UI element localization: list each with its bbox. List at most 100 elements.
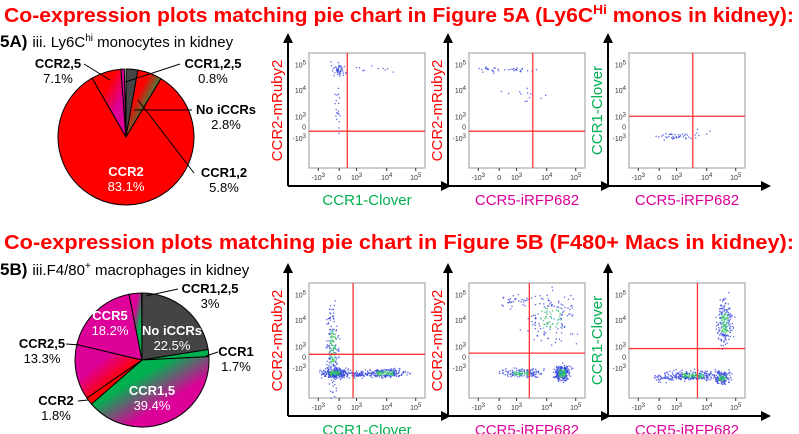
event-dot [338, 113, 340, 115]
pie-slice-value: 7.1% [43, 71, 73, 86]
event-dot [340, 69, 342, 72]
event-dot [559, 375, 561, 377]
event-dot [327, 376, 330, 378]
event-dot [330, 376, 332, 378]
event-dot [724, 338, 726, 341]
event-dot [566, 315, 568, 317]
event-dot [559, 369, 561, 372]
event-dot [510, 68, 512, 70]
event-dot [552, 289, 554, 292]
event-dot [672, 136, 674, 138]
event-dot [518, 369, 520, 371]
event-dot [562, 311, 564, 313]
event-dot [337, 112, 339, 115]
event-dot [336, 68, 338, 70]
event-dot [403, 371, 405, 373]
event-dot [332, 358, 334, 360]
event-dot [378, 376, 380, 378]
event-dot [685, 372, 687, 374]
event-dot [693, 368, 696, 370]
event-dot [729, 323, 731, 325]
event-dot [329, 356, 331, 359]
event-dot [559, 367, 562, 369]
event-dot [493, 67, 495, 69]
event-dot [563, 372, 565, 374]
event-dot [330, 313, 332, 315]
tick-exponent: 3 [519, 403, 523, 409]
event-dot [568, 374, 570, 376]
y-axis-label: CCR1-Clover [589, 296, 606, 385]
event-dot [519, 375, 521, 378]
event-dot [390, 372, 392, 374]
event-dot [337, 73, 339, 76]
event-dot [710, 378, 712, 380]
event-dot [565, 374, 567, 376]
event-dot [328, 374, 331, 376]
event-dot [323, 373, 325, 375]
event-dot [720, 374, 723, 376]
event-dot [721, 300, 724, 302]
event-dot [561, 372, 563, 374]
event-dot [377, 371, 379, 373]
event-dot [571, 314, 574, 316]
event-dot [724, 324, 726, 326]
event-dot [335, 99, 337, 102]
event-dot [519, 70, 521, 73]
event-dot [388, 375, 390, 377]
tick-exponent: 5 [463, 61, 467, 67]
event-dot [319, 369, 321, 371]
event-dot [327, 345, 329, 347]
event-dot [333, 354, 336, 356]
event-dot [665, 371, 668, 373]
event-dot [718, 308, 721, 310]
event-dot [337, 369, 339, 371]
event-dot [718, 371, 720, 373]
event-dot [671, 137, 673, 139]
event-dot [337, 87, 340, 90]
event-dot [334, 66, 336, 69]
event-dot [551, 304, 553, 306]
event-dot [715, 316, 717, 318]
event-dot [395, 372, 397, 374]
event-dot [328, 357, 330, 360]
event-dot [353, 372, 355, 374]
event-dot [535, 376, 537, 378]
event-dot [555, 326, 557, 328]
event-dot [530, 373, 532, 375]
event-dot [333, 371, 335, 373]
tick-exponent: 3 [679, 403, 683, 409]
event-dot [706, 375, 708, 378]
event-dot [706, 373, 708, 375]
event-dot [566, 370, 568, 372]
event-dot [559, 307, 561, 309]
event-dot [724, 382, 726, 384]
event-dot [392, 71, 394, 73]
event-dot [723, 383, 725, 385]
event-dot [720, 304, 722, 306]
event-dot [704, 372, 707, 374]
event-dot [557, 319, 559, 321]
event-dot [337, 110, 340, 112]
event-dot [322, 372, 325, 375]
event-dot [691, 376, 694, 378]
event-dot [725, 328, 728, 330]
tick-exponent: 3 [303, 364, 307, 370]
x-tick-label: -103 [312, 403, 326, 412]
event-dot [541, 310, 543, 312]
event-dot [330, 337, 332, 339]
event-dot [343, 376, 345, 379]
tick-exponent: 3 [322, 173, 326, 179]
y-tick-label: 105 [455, 61, 467, 70]
event-dot [549, 325, 552, 328]
event-dot [728, 369, 730, 371]
event-dot [700, 375, 702, 377]
event-dot [337, 336, 339, 338]
event-dot [556, 375, 558, 378]
event-dot [327, 373, 330, 375]
event-dot [521, 370, 523, 373]
event-dot [722, 323, 724, 326]
event-dot [563, 374, 565, 376]
event-dot [340, 369, 343, 371]
event-dot [720, 340, 723, 342]
event-dot [729, 335, 731, 338]
